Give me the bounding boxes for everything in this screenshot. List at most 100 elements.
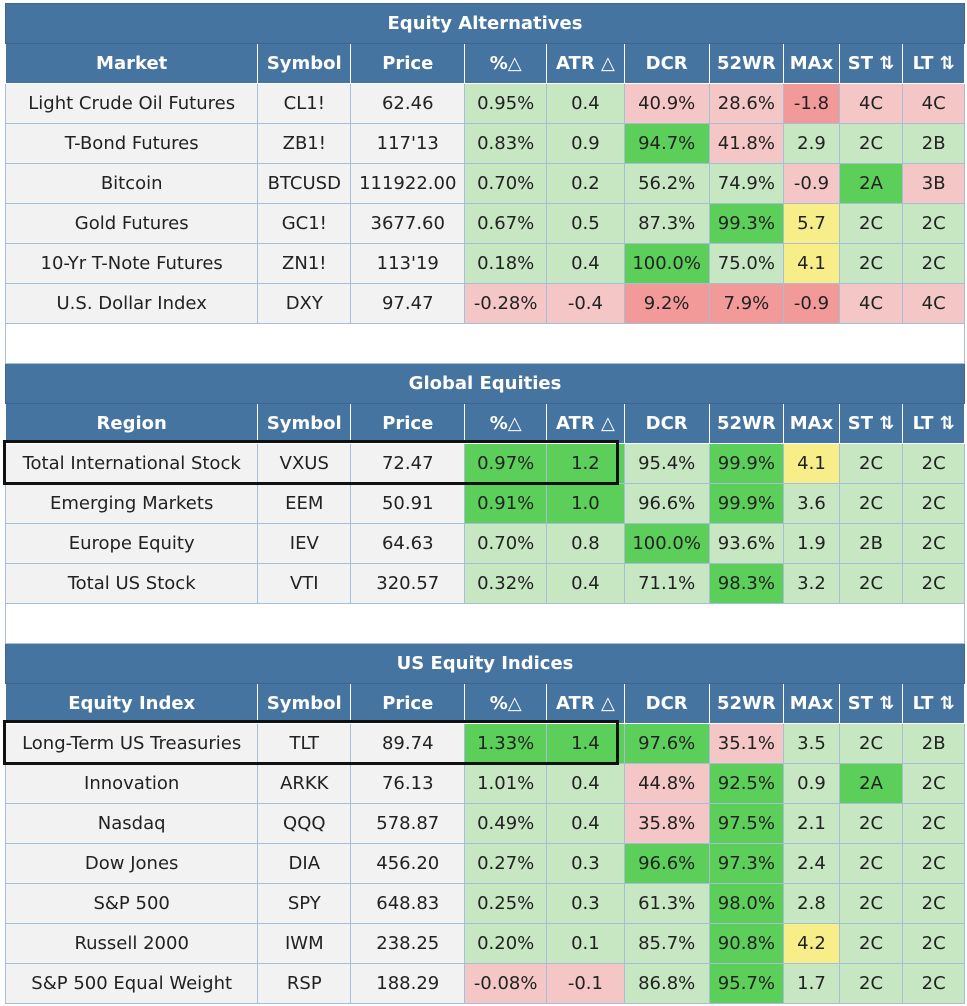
table-row[interactable]: Total International Stock VXUS 72.47 0.9… [4,443,965,484]
section-spacer [5,603,965,644]
cell-dcr: 96.6% [623,483,710,524]
section-title: Equity Alternatives [5,3,965,44]
col-header-atr-change[interactable]: ATR △ [546,403,625,444]
table-row[interactable]: Total US Stock VTI 320.57 0.32% 0.4 71.1… [4,563,965,604]
cell-name: S&P 500 Equal Weight [4,963,259,1004]
col-header-dcr[interactable]: DCR [623,403,710,444]
col-header-symbol[interactable]: Symbol [257,43,352,84]
cell-52wr: 95.7% [708,963,785,1004]
col-header-lt[interactable]: LT ⇅ [902,683,965,724]
cell-price: 3677.60 [350,203,466,244]
col-header-max[interactable]: MAx [783,43,840,84]
cell-st: 2C [838,483,904,524]
table-row[interactable]: S&P 500 Equal Weight RSP 188.29 -0.08% -… [4,963,965,1004]
section-title: US Equity Indices [5,643,965,684]
col-header-pct-change[interactable]: %△ [464,43,548,84]
cell-dcr: 40.9% [623,83,710,124]
col-header-lt[interactable]: LT ⇅ [902,403,965,444]
table-row[interactable]: Gold Futures GC1! 3677.60 0.67% 0.5 87.3… [4,203,965,244]
cell-atr: 0.3 [546,883,625,924]
col-header-dcr[interactable]: DCR [623,43,710,84]
cell-dcr: 100.0% [623,523,710,564]
cell-dcr: 85.7% [623,923,710,964]
header-row: Market Symbol Price %△ ATR △ DCR 52WR MA… [4,43,965,84]
col-header-st[interactable]: ST ⇅ [838,683,904,724]
cell-pct: 1.33% [464,723,548,764]
cell-atr: 0.4 [546,243,625,284]
col-header-symbol[interactable]: Symbol [257,403,352,444]
table-row[interactable]: Emerging Markets EEM 50.91 0.91% 1.0 96.… [4,483,965,524]
cell-atr: 1.2 [546,443,625,484]
cell-price: 50.91 [350,483,466,524]
cell-max: 4.1 [783,443,840,484]
col-header-52wr[interactable]: 52WR [708,403,785,444]
cell-lt: 2C [902,803,965,844]
col-header-first[interactable]: Region [4,403,259,444]
col-header-first[interactable]: Market [4,43,259,84]
col-header-dcr[interactable]: DCR [623,683,710,724]
table-row[interactable]: Light Crude Oil Futures CL1! 62.46 0.95%… [4,83,965,124]
cell-price: 72.47 [350,443,466,484]
cell-52wr: 99.3% [708,203,785,244]
table-row[interactable]: S&P 500 SPY 648.83 0.25% 0.3 61.3% 98.0%… [4,883,965,924]
cell-lt: 2C [902,203,965,244]
table-row[interactable]: Long-Term US Treasuries TLT 89.74 1.33% … [4,723,965,764]
table-row[interactable]: Europe Equity IEV 64.63 0.70% 0.8 100.0%… [4,523,965,564]
cell-st: 2C [838,963,904,1004]
cell-st: 2C [838,803,904,844]
cell-name: Total US Stock [4,563,259,604]
cell-st: 4C [838,283,904,324]
cell-lt: 2C [902,523,965,564]
cell-52wr: 92.5% [708,763,785,804]
cell-pct: 0.32% [464,563,548,604]
cell-max: 4.2 [783,923,840,964]
cell-price: 578.87 [350,803,466,844]
col-header-symbol[interactable]: Symbol [257,683,352,724]
col-header-max[interactable]: MAx [783,683,840,724]
table-row[interactable]: Innovation ARKK 76.13 1.01% 0.4 44.8% 92… [4,763,965,804]
col-header-price[interactable]: Price [350,683,466,724]
cell-symbol: IWM [257,923,352,964]
col-header-52wr[interactable]: 52WR [708,683,785,724]
col-header-price[interactable]: Price [350,403,466,444]
cell-52wr: 75.0% [708,243,785,284]
cell-price: 320.57 [350,563,466,604]
cell-price: 238.25 [350,923,466,964]
col-header-lt[interactable]: LT ⇅ [902,43,965,84]
cell-dcr: 87.3% [623,203,710,244]
col-header-atr-change[interactable]: ATR △ [546,683,625,724]
cell-name: Nasdaq [4,803,259,844]
cell-52wr: 41.8% [708,123,785,164]
cell-symbol: CL1! [257,83,352,124]
cell-name: U.S. Dollar Index [4,283,259,324]
col-header-price[interactable]: Price [350,43,466,84]
col-header-pct-change[interactable]: %△ [464,403,548,444]
table-row[interactable]: Dow Jones DIA 456.20 0.27% 0.3 96.6% 97.… [4,843,965,884]
table-row[interactable]: 10-Yr T-Note Futures ZN1! 113'19 0.18% 0… [4,243,965,284]
cell-max: -0.9 [783,163,840,204]
cell-max: 3.5 [783,723,840,764]
cell-atr: 0.4 [546,83,625,124]
col-header-max[interactable]: MAx [783,403,840,444]
cell-pct: 0.49% [464,803,548,844]
col-header-st[interactable]: ST ⇅ [838,43,904,84]
table-row[interactable]: Russell 2000 IWM 238.25 0.20% 0.1 85.7% … [4,923,965,964]
cell-max: 2.1 [783,803,840,844]
col-header-atr-change[interactable]: ATR △ [546,43,625,84]
cell-atr: 0.3 [546,843,625,884]
table-row[interactable]: T-Bond Futures ZB1! 117'13 0.83% 0.9 94.… [4,123,965,164]
cell-st: 2B [838,523,904,564]
cell-max: 2.4 [783,843,840,884]
cell-lt: 2C [902,963,965,1004]
col-header-pct-change[interactable]: %△ [464,683,548,724]
col-header-52wr[interactable]: 52WR [708,43,785,84]
cell-symbol: EEM [257,483,352,524]
col-header-first[interactable]: Equity Index [4,683,259,724]
table-row[interactable]: Nasdaq QQQ 578.87 0.49% 0.4 35.8% 97.5% … [4,803,965,844]
table-row[interactable]: U.S. Dollar Index DXY 97.47 -0.28% -0.4 … [4,283,965,324]
table-row[interactable]: Bitcoin BTCUSD 111922.00 0.70% 0.2 56.2%… [4,163,965,204]
cell-atr: -0.4 [546,283,625,324]
cell-dcr: 94.7% [623,123,710,164]
cell-price: 188.29 [350,963,466,1004]
col-header-st[interactable]: ST ⇅ [838,403,904,444]
